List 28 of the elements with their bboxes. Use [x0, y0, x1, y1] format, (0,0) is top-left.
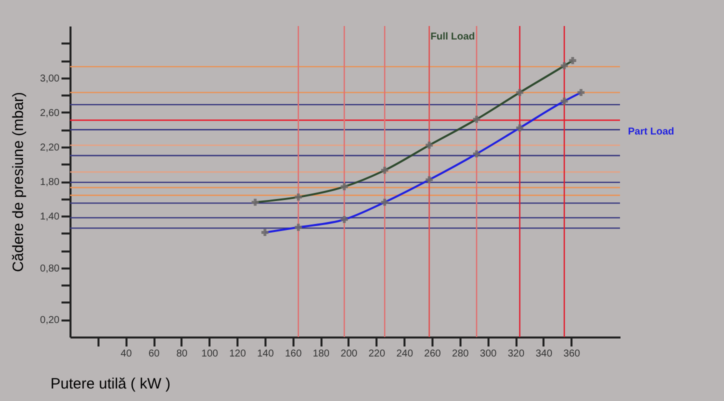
y-tick-label: 1,40 [40, 212, 60, 223]
x-tick-label: 300 [480, 348, 497, 360]
text: Part Load [628, 126, 674, 138]
x-tick-label: 140 [257, 348, 274, 360]
x-tick-label: 40 [120, 348, 132, 360]
x-tick-label: 280 [452, 348, 470, 360]
x-tick-label: 80 [176, 348, 188, 360]
y-tick-label: 2,20 [40, 142, 60, 154]
x-tick-label: 100 [201, 348, 219, 360]
x-tick-label: 320 [508, 348, 525, 360]
x-tick-label: 200 [340, 348, 358, 360]
x-tick-label: 260 [424, 348, 442, 360]
x-tick-label: 360 [563, 348, 581, 360]
y-axis-title: Cădere de presiune (mbar) [10, 92, 28, 272]
y-tick-label: 2,60 [40, 108, 60, 119]
x-tick-label: 240 [396, 348, 414, 360]
y-tick-label: 0,20 [40, 315, 60, 326]
x-tick-label: 340 [536, 348, 553, 360]
x-tick-label: 220 [368, 348, 386, 360]
x-tick-label: 160 [284, 348, 302, 360]
y-tick-label: 1,80 [40, 177, 60, 188]
x-axis-title: Putere utilă ( kW ) [50, 376, 171, 392]
x-tick-label: 180 [312, 348, 330, 360]
text: Full Load [430, 32, 475, 43]
y-tick-label: 3,00 [40, 73, 60, 84]
x-tick-label: 120 [229, 348, 246, 360]
y-tick-label: 0,80 [40, 263, 60, 274]
x-tick-label: 60 [148, 348, 160, 360]
